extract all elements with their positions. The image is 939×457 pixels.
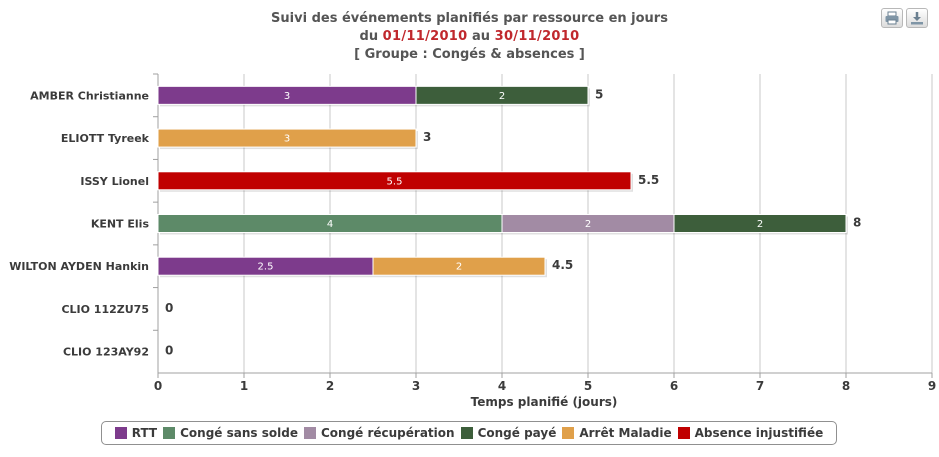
x-tick-label: 0 bbox=[154, 379, 162, 393]
x-tick-label: 4 bbox=[498, 379, 506, 393]
download-icon bbox=[911, 12, 923, 25]
x-tick-label: 9 bbox=[928, 379, 936, 393]
bar-segment[interactable] bbox=[157, 128, 417, 148]
legend-item[interactable]: RTT bbox=[114, 426, 158, 440]
chart-legend: RTT Congé sans solde Congé récupération Con… bbox=[101, 421, 837, 445]
legend-item[interactable]: Absence injustifiée bbox=[677, 426, 824, 440]
x-axis-label: Temps planifié (jours) bbox=[471, 395, 618, 409]
chart-date-range: du 01/11/2010 au 30/11/2010 bbox=[0, 28, 939, 46]
bar-total-label: 0 bbox=[165, 301, 173, 315]
x-tick-label: 2 bbox=[326, 379, 334, 393]
legend-label: Congé payé bbox=[477, 426, 557, 440]
legend-item[interactable]: Congé récupération bbox=[303, 426, 455, 440]
range-mid: au bbox=[472, 29, 491, 44]
legend-swatch bbox=[303, 427, 316, 439]
bar-value-label: 5.5 bbox=[387, 176, 403, 187]
legend-label: Congé récupération bbox=[320, 426, 455, 440]
bar-value-label: 2 bbox=[757, 219, 763, 230]
date-from: 01/11/2010 bbox=[382, 29, 468, 44]
bar-value-label: 3 bbox=[284, 134, 290, 145]
date-to: 30/11/2010 bbox=[494, 29, 580, 44]
x-tick-label: 8 bbox=[842, 379, 850, 393]
x-tick-label: 6 bbox=[670, 379, 678, 393]
legend-swatch bbox=[114, 427, 127, 439]
printer-icon bbox=[885, 11, 899, 25]
legend-label: RTT bbox=[131, 426, 158, 440]
category-label: ISSY Lionel bbox=[80, 175, 149, 188]
bar-value-label: 2.5 bbox=[258, 262, 274, 273]
export-button[interactable] bbox=[906, 8, 928, 28]
legend-label: Congé sans solde bbox=[180, 426, 298, 440]
bar-value-label: 3 bbox=[284, 91, 290, 102]
bar-total-label: 4.5 bbox=[552, 258, 573, 272]
bar-value-label: 4 bbox=[327, 219, 333, 230]
chart-title: Suivi des événements planifiés par resso… bbox=[271, 11, 668, 26]
stacked-bar-chart: 0 1 2 3 4 5 6 7 8 9 AMBER Christianne ELIOTT Tyree… bbox=[9, 73, 936, 409]
print-button[interactable] bbox=[881, 8, 903, 28]
category-label: ELIOTT Tyreek bbox=[61, 132, 150, 145]
range-prefix: du bbox=[359, 29, 379, 44]
bar-segment[interactable] bbox=[157, 171, 632, 191]
legend-swatch bbox=[562, 427, 575, 439]
bar-total-label: 5.5 bbox=[638, 173, 659, 187]
bar-total-label: 5 bbox=[595, 87, 603, 101]
bar-value-label: 2 bbox=[499, 91, 505, 102]
legend-label: Absence injustifiée bbox=[694, 426, 824, 440]
legend-label: Arrêt Maladie bbox=[579, 426, 672, 440]
x-tick-label: 3 bbox=[412, 379, 420, 393]
category-label: CLIO 123AY92 bbox=[63, 346, 149, 359]
x-tick-label: 5 bbox=[584, 379, 592, 393]
chart-group-subtitle: [ Groupe : Congés & absences ] bbox=[354, 47, 585, 62]
bar-total-label: 8 bbox=[853, 216, 861, 230]
bar-segment[interactable] bbox=[673, 214, 847, 233]
bar-segment[interactable] bbox=[372, 256, 546, 276]
category-label: CLIO 112ZU75 bbox=[61, 303, 149, 316]
bar-total-label: 3 bbox=[423, 130, 431, 144]
category-label: KENT Elis bbox=[91, 218, 150, 231]
legend-item[interactable]: Arrêt Maladie bbox=[562, 426, 672, 440]
bar-total-label: 0 bbox=[165, 344, 173, 358]
bar-value-label: 2 bbox=[456, 262, 462, 273]
legend-swatch bbox=[677, 427, 690, 439]
legend-swatch bbox=[163, 427, 176, 439]
x-tick-label: 7 bbox=[756, 379, 764, 393]
bar-segment[interactable] bbox=[415, 85, 589, 105]
legend-item[interactable]: Congé payé bbox=[460, 426, 557, 440]
x-tick-label: 1 bbox=[240, 379, 248, 393]
category-label: AMBER Christianne bbox=[30, 89, 149, 102]
category-label: WILTON AYDEN Hankin bbox=[9, 260, 149, 273]
legend-swatch bbox=[460, 427, 473, 439]
chart-title-block: Suivi des événements planifiés par resso… bbox=[0, 10, 939, 64]
legend-item[interactable]: Congé sans solde bbox=[163, 426, 298, 440]
bar-value-label: 2 bbox=[585, 219, 591, 230]
